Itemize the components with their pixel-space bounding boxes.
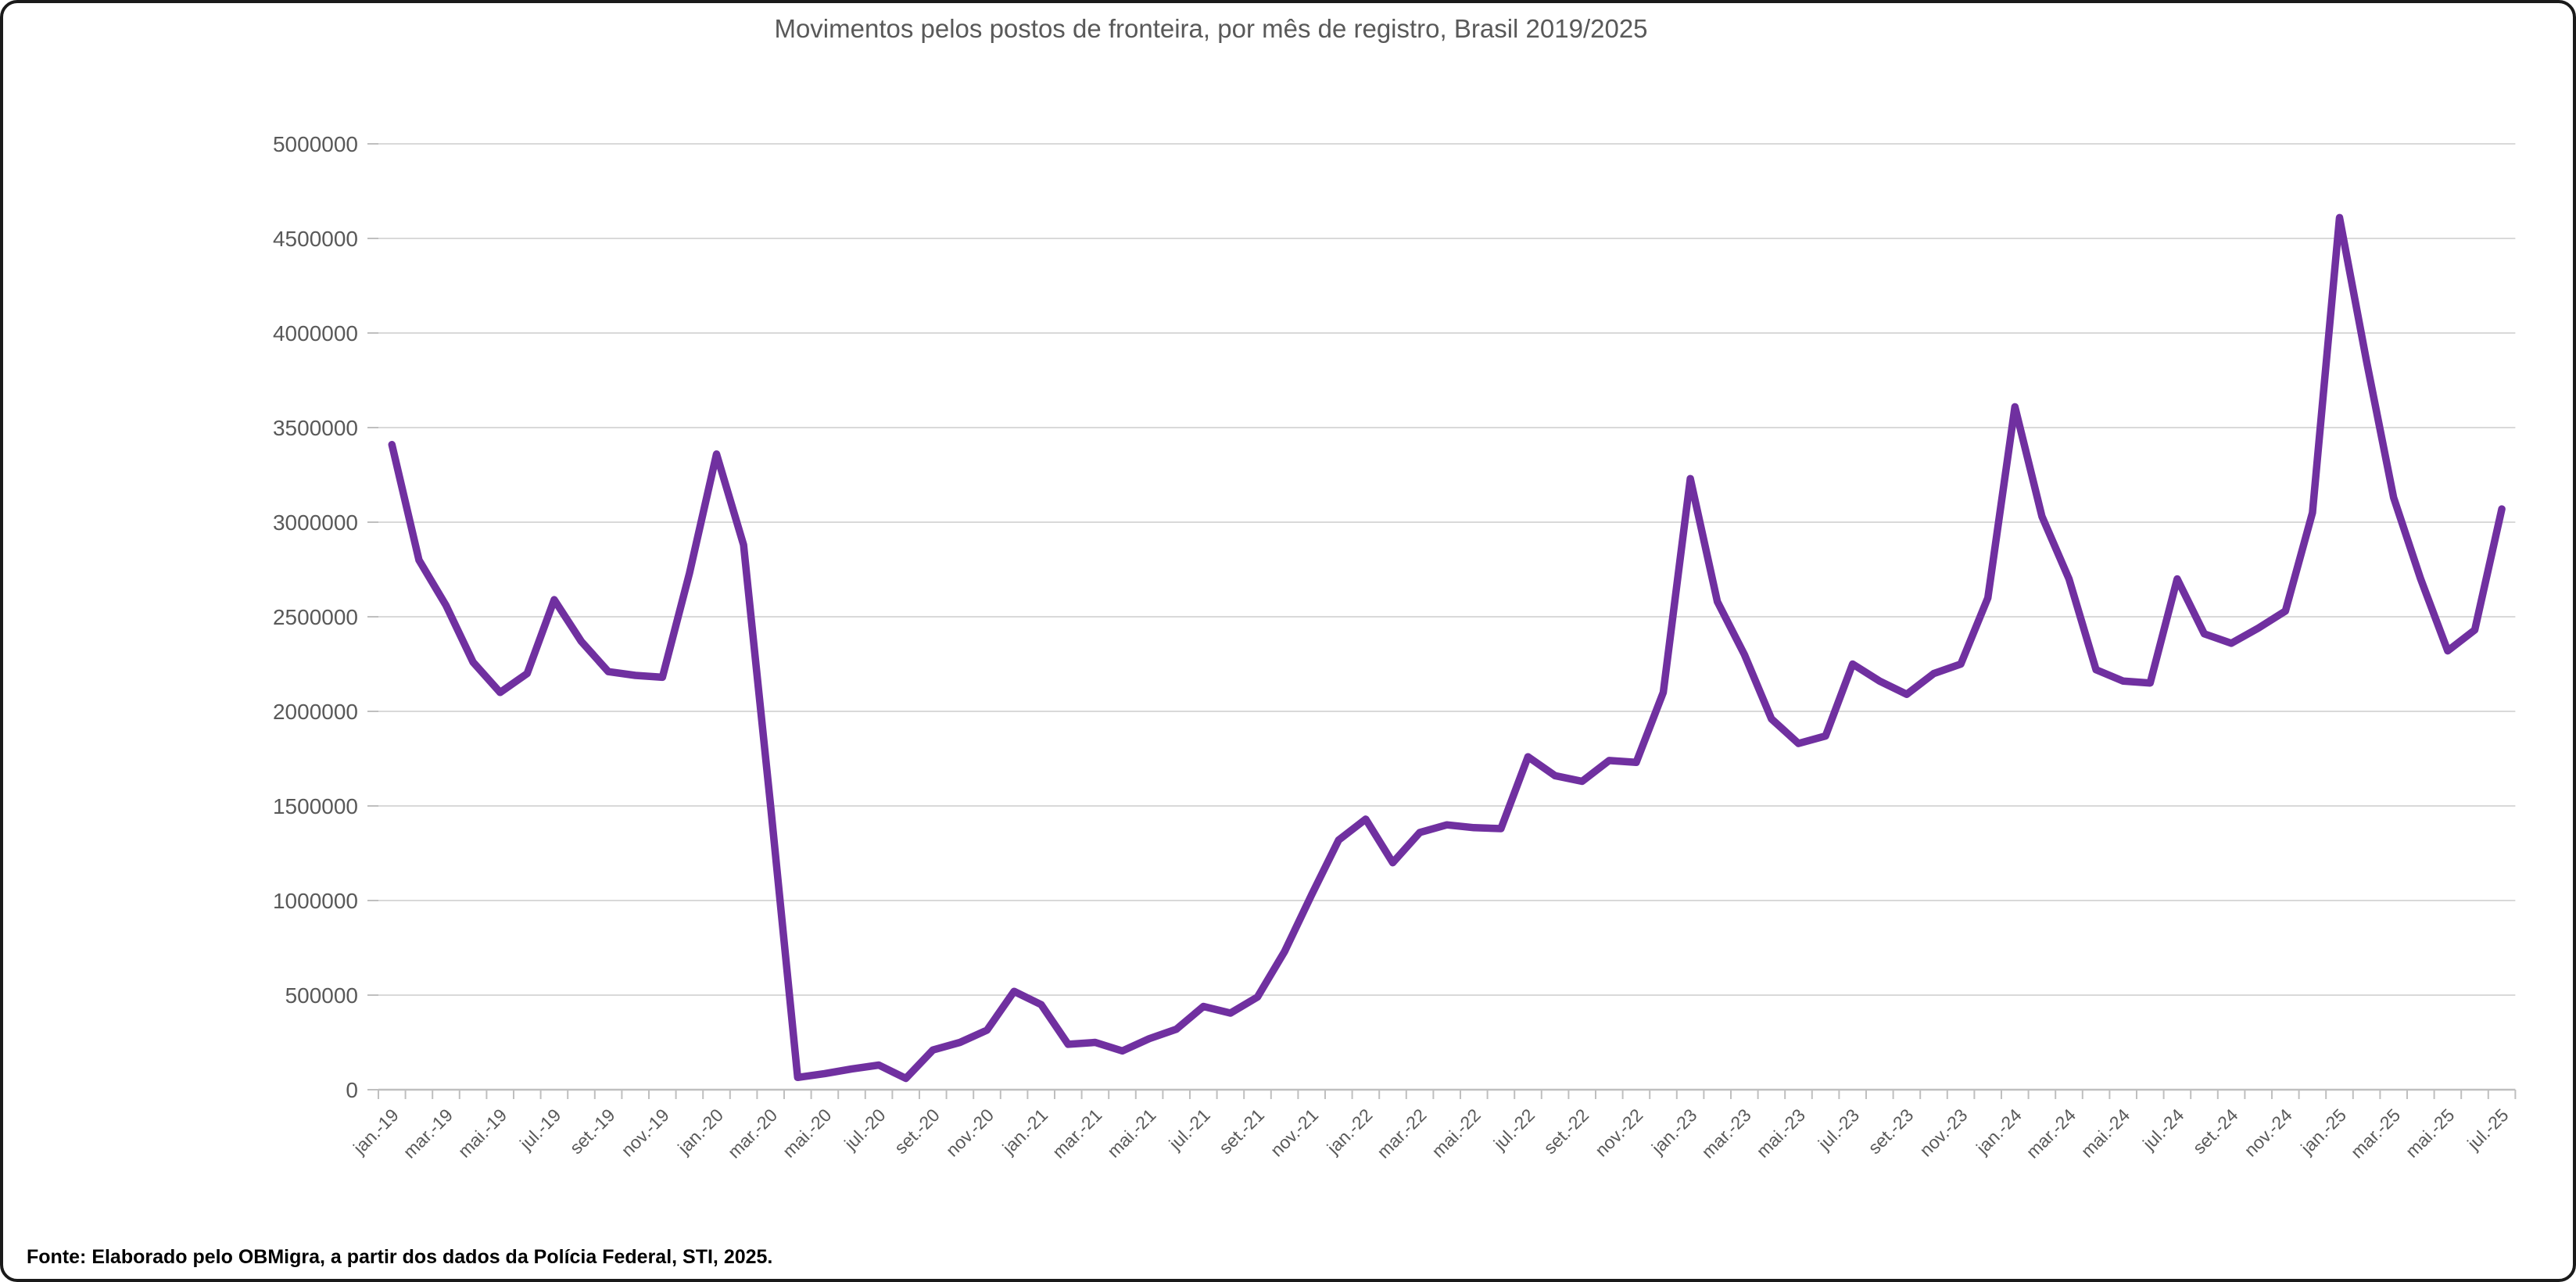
y-axis-label: 2500000: [273, 605, 358, 629]
x-axis-label: jul.-25: [2463, 1105, 2512, 1154]
x-axis-label: set.-22: [1539, 1105, 1593, 1158]
y-axis-label: 0: [346, 1078, 358, 1102]
x-axis-label: mar.-19: [399, 1105, 457, 1162]
y-axis-label: 1000000: [273, 889, 358, 913]
x-axis-label: jul.-24: [2138, 1105, 2188, 1155]
chart-title: Movimentos pelos postos de fronteira, po…: [774, 14, 1647, 43]
x-axis-label: mai.-24: [2077, 1105, 2134, 1162]
x-axis-label: mar.-23: [1697, 1105, 1755, 1162]
x-axis-label: nov.-21: [1267, 1105, 1322, 1160]
x-axis-label: nov.-22: [1591, 1105, 1646, 1160]
y-axis: 0 500000 1000000 1500000 2000000 2500000 30000…: [273, 132, 378, 1102]
x-axis-label: jan.-21: [998, 1105, 1052, 1158]
x-axis-label: mar.-25: [2347, 1105, 2405, 1162]
y-axis-label: 4000000: [273, 321, 358, 346]
x-axis-label: jan.-22: [1323, 1105, 1377, 1158]
x-axis-label: set.-19: [566, 1105, 619, 1158]
x-axis-label: jan.-23: [1647, 1105, 1701, 1158]
x-axis-label: mar.-21: [1048, 1105, 1106, 1162]
x-axis-label: jul.-23: [1814, 1105, 1863, 1154]
x-axis-label: set.-23: [1864, 1105, 1917, 1158]
x-axis-label: set.-24: [2189, 1105, 2242, 1158]
x-axis-label: mai.-20: [779, 1105, 836, 1162]
x-axis-label: set.-20: [890, 1105, 944, 1158]
x-axis-label: jul.-22: [1489, 1105, 1539, 1154]
x-axis-label: mar.-22: [1373, 1105, 1431, 1162]
x-axis-label: jan.-20: [673, 1105, 727, 1158]
data-series-group: [388, 213, 2506, 1083]
x-axis-label: mai.-23: [1752, 1105, 1809, 1162]
y-axis-label: 5000000: [273, 132, 358, 156]
x-axis-label: jan.-25: [2296, 1105, 2350, 1158]
x-axis-label: mai.-21: [1103, 1105, 1160, 1162]
x-axis-label: nov.-24: [2240, 1105, 2296, 1161]
x-axis-label: jul.-19: [515, 1105, 564, 1154]
y-axis-label: 1500000: [273, 794, 358, 818]
x-axis-label: jul.-20: [840, 1105, 889, 1154]
x-axis-label: nov.-23: [1915, 1105, 1971, 1160]
x-axis-label: jan.-19: [349, 1105, 403, 1158]
x-axis-label: mai.-19: [454, 1105, 511, 1162]
x-axis-label: jul.-21: [1164, 1105, 1213, 1154]
x-axis-label: nov.-20: [942, 1105, 998, 1160]
source-footer: Fonte: Elaborado pelo OBMigra, a partir …: [27, 1246, 772, 1268]
x-axis-label: mai.-25: [2402, 1105, 2459, 1162]
data-line-movimentos: [388, 213, 2506, 1083]
y-axis-label: 4500000: [273, 227, 358, 251]
gridlines-group: [378, 143, 2516, 996]
x-axis-label: set.-21: [1215, 1105, 1268, 1158]
y-axis-label: 500000: [285, 983, 358, 1008]
x-axis-label: mai.-22: [1428, 1105, 1485, 1162]
chart-canvas: Movimentos pelos postos de fronteira, po…: [27, 14, 2517, 1268]
y-axis-label: 3000000: [273, 510, 358, 535]
y-axis-label: 2000000: [273, 700, 358, 724]
x-axis-label: nov.-19: [617, 1105, 672, 1160]
x-axis-label: jan.-24: [1972, 1105, 2026, 1158]
y-axis-label: 3500000: [273, 416, 358, 440]
x-axis-label: mar.-24: [2022, 1105, 2080, 1162]
x-axis-label: mar.-20: [724, 1105, 782, 1162]
